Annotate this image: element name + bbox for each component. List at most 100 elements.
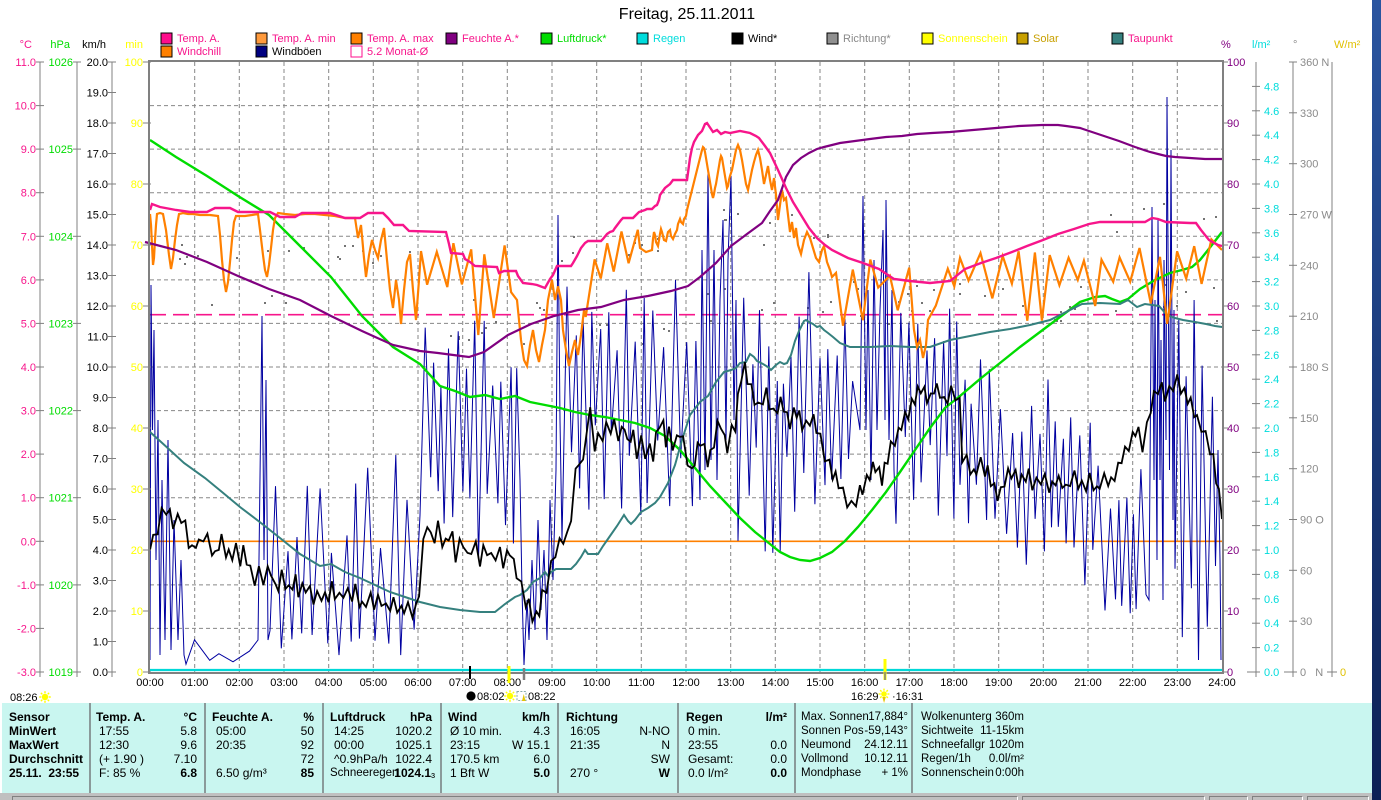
svg-text:16:00: 16:00 (851, 677, 879, 689)
svg-text:04:00: 04:00 (315, 677, 343, 689)
svg-text:03:00: 03:00 (270, 677, 298, 689)
svg-text:-2.0: -2.0 (17, 623, 36, 635)
svg-text:Sonnenschein: Sonnenschein (938, 33, 1008, 45)
svg-text:30: 30 (1300, 616, 1312, 628)
svg-text:Richtung*: Richtung* (843, 33, 891, 45)
svg-text:09:00: 09:00 (538, 677, 566, 689)
svg-text:0.0: 0.0 (21, 536, 36, 548)
svg-text:1.2: 1.2 (1264, 521, 1279, 533)
svg-text:300: 300 (1300, 159, 1318, 171)
svg-text:W/m²: W/m² (1334, 39, 1361, 51)
svg-text:90: 90 (1227, 118, 1239, 130)
svg-text:0.6: 0.6 (1264, 594, 1279, 606)
svg-text:2.4: 2.4 (1264, 374, 1279, 386)
svg-text:17:00: 17:00 (896, 677, 924, 689)
svg-text:9.0: 9.0 (93, 393, 108, 405)
svg-text:22:00: 22:00 (1119, 677, 1147, 689)
svg-text:180 S: 180 S (1300, 362, 1329, 374)
svg-text:3.4: 3.4 (1264, 252, 1279, 264)
svg-text:90 O: 90 O (1300, 515, 1324, 527)
svg-text:7.0: 7.0 (93, 454, 108, 466)
svg-text:18:00: 18:00 (940, 677, 968, 689)
svg-text:3.8: 3.8 (1264, 203, 1279, 215)
svg-text:270 W: 270 W (1300, 210, 1332, 222)
svg-text:l/m²: l/m² (1252, 39, 1271, 51)
svg-text:1.4: 1.4 (1264, 496, 1279, 508)
svg-text:Luftdruck*: Luftdruck* (557, 33, 607, 45)
svg-text:°C: °C (20, 39, 32, 51)
svg-text:30: 30 (131, 484, 143, 496)
svg-text:Temp. A. max: Temp. A. max (367, 33, 434, 45)
svg-text:14:00: 14:00 (762, 677, 790, 689)
svg-text:%: % (1221, 39, 1231, 51)
svg-text:3.0: 3.0 (93, 576, 108, 588)
svg-text:240: 240 (1300, 260, 1318, 272)
svg-text:15:00: 15:00 (806, 677, 834, 689)
svg-text:5.2 Monat-Ø: 5.2 Monat-Ø (367, 46, 429, 58)
svg-text:11.0: 11.0 (15, 57, 36, 69)
svg-text:0: 0 (1340, 667, 1346, 679)
svg-text:07:00: 07:00 (449, 677, 477, 689)
svg-text:11.0: 11.0 (87, 332, 108, 344)
svg-text:18.0: 18.0 (87, 118, 108, 130)
svg-text:1021: 1021 (49, 493, 73, 505)
svg-text:90: 90 (131, 118, 143, 130)
svg-text:40: 40 (1227, 423, 1239, 435)
svg-text:3.0: 3.0 (1264, 301, 1279, 313)
svg-text:4.6: 4.6 (1264, 106, 1279, 118)
svg-text:1.0: 1.0 (21, 493, 36, 505)
svg-text:10.0: 10.0 (87, 362, 108, 374)
svg-text:08:22: 08:22 (528, 691, 556, 703)
svg-text:80: 80 (1227, 179, 1239, 191)
svg-text:19:00: 19:00 (985, 677, 1013, 689)
svg-text:24:00: 24:00 (1208, 677, 1236, 689)
svg-text:2.0: 2.0 (93, 606, 108, 618)
svg-text:60: 60 (131, 301, 143, 313)
svg-text:6.0: 6.0 (93, 484, 108, 496)
svg-text:min: min (125, 39, 143, 51)
svg-text:120: 120 (1300, 464, 1318, 476)
svg-text:13.0: 13.0 (87, 271, 108, 283)
svg-text:Wind*: Wind* (748, 33, 778, 45)
svg-text:Temp. A.: Temp. A. (177, 33, 220, 45)
svg-text:4.0: 4.0 (1264, 179, 1279, 191)
svg-text:0 N: 0 N (1300, 667, 1323, 679)
svg-text:10: 10 (1227, 606, 1239, 618)
svg-text:21:00: 21:00 (1074, 677, 1102, 689)
svg-text:16.0: 16.0 (87, 179, 108, 191)
svg-text:3.6: 3.6 (1264, 228, 1279, 240)
svg-text:16:29: 16:29 (851, 691, 879, 703)
svg-text:14.0: 14.0 (87, 240, 108, 252)
svg-text:20:00: 20:00 (1030, 677, 1058, 689)
svg-text:1019: 1019 (49, 667, 73, 679)
svg-text:4.2: 4.2 (1264, 155, 1279, 167)
svg-text:Windböen: Windböen (272, 46, 322, 58)
svg-text:1.8: 1.8 (1264, 447, 1279, 459)
svg-text:10.0: 10.0 (15, 101, 36, 113)
svg-text:Temp. A. min: Temp. A. min (272, 33, 336, 45)
svg-text:2.8: 2.8 (1264, 325, 1279, 337)
svg-text:1024: 1024 (49, 231, 73, 243)
svg-text:km/h: km/h (82, 39, 106, 51)
svg-text:60: 60 (1300, 565, 1312, 577)
svg-text:13:00: 13:00 (717, 677, 745, 689)
svg-text:0.0: 0.0 (1264, 667, 1279, 679)
svg-text:4.0: 4.0 (21, 362, 36, 374)
svg-text:20.0: 20.0 (87, 57, 108, 69)
svg-text:1.6: 1.6 (1264, 472, 1279, 484)
svg-text:Solar: Solar (1033, 33, 1059, 45)
svg-text:50: 50 (1227, 362, 1239, 374)
svg-text:Regen: Regen (653, 33, 685, 45)
svg-text:-3.0: -3.0 (17, 667, 36, 679)
svg-text:08:00: 08:00 (494, 677, 522, 689)
svg-text:1025: 1025 (49, 144, 73, 156)
svg-text:Freitag, 25.11.2011: Freitag, 25.11.2011 (619, 6, 755, 23)
svg-text:3.2: 3.2 (1264, 277, 1279, 289)
svg-text:40: 40 (131, 423, 143, 435)
svg-text:150: 150 (1300, 413, 1318, 425)
svg-text:Windchill: Windchill (177, 46, 221, 58)
svg-text:10:00: 10:00 (583, 677, 611, 689)
svg-text:Feuchte A.*: Feuchte A.* (462, 33, 520, 45)
svg-text:15.0: 15.0 (87, 210, 108, 222)
svg-text:70: 70 (1227, 240, 1239, 252)
